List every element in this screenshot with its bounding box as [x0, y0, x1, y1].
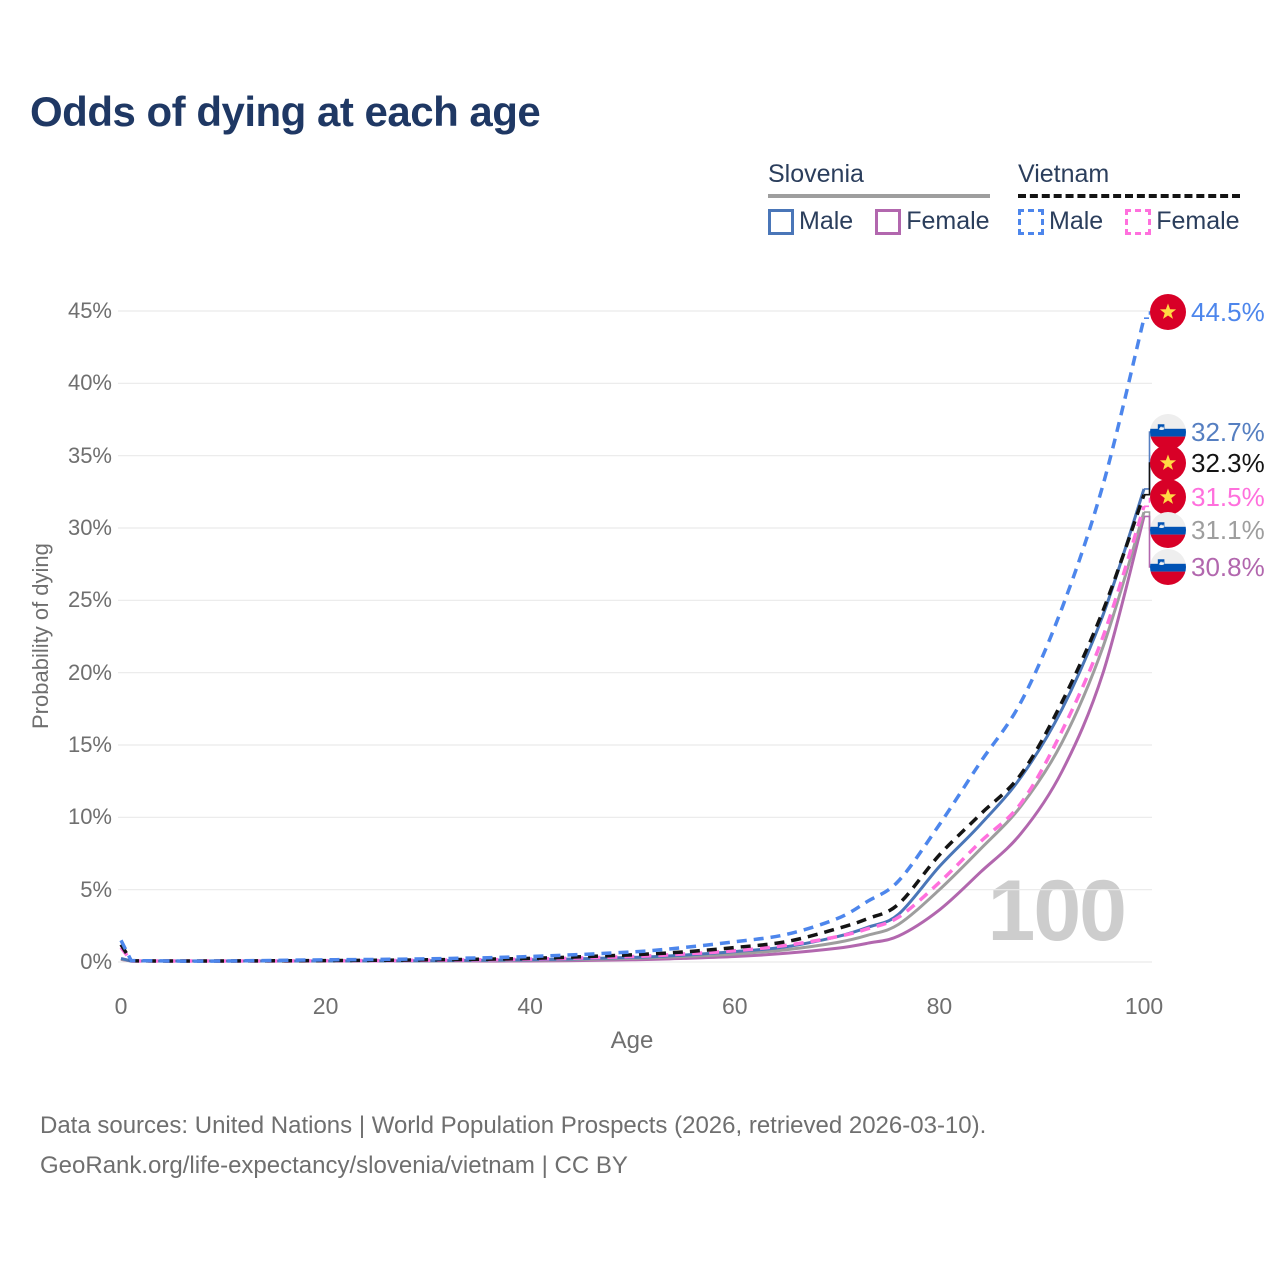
- footer: Data sources: United Nations | World Pop…: [40, 1106, 986, 1186]
- legend-swatch-icon: [875, 208, 902, 235]
- x-tick-label: 60: [722, 993, 748, 1019]
- end-label: 32.7%: [1150, 414, 1265, 450]
- series-line-vietnam-both: [119, 494, 1146, 963]
- series-line-vietnam-female: [119, 505, 1146, 963]
- legend-item-slovenia-female: Female: [875, 207, 990, 236]
- legend-item-vietnam-male: Male: [1018, 207, 1103, 236]
- legend-item-label: Male: [1049, 207, 1104, 235]
- series-line-slovenia-female: [120, 516, 1146, 963]
- legend-group-title: Slovenia: [768, 160, 864, 188]
- y-tick-label: 45%: [67, 297, 112, 323]
- y-tick-label: 5%: [80, 876, 112, 902]
- legend-swatch-icon: [1018, 208, 1044, 235]
- legend-item-vietnam-female: Female: [1125, 207, 1240, 236]
- y-tick-label: 30%: [67, 514, 112, 540]
- y-tick-label: 15%: [67, 731, 112, 757]
- age-watermark: 100: [987, 863, 1127, 959]
- x-tick-label: 80: [926, 993, 953, 1019]
- end-label-value: 31.5%: [1191, 481, 1265, 512]
- x-tick-label: 0: [114, 993, 128, 1019]
- end-label-value: 31.1%: [1191, 514, 1265, 545]
- end-label-value: 32.3%: [1191, 447, 1265, 478]
- end-label: 30.8%: [1150, 549, 1265, 585]
- end-label: 32.3%: [1150, 445, 1265, 481]
- x-axis-title: Age: [610, 1027, 654, 1054]
- x-tick-label: 40: [517, 993, 543, 1019]
- legend-swatch-icon: [768, 208, 794, 235]
- legend-item-slovenia-male: Male: [768, 207, 853, 236]
- vietnam-flag-icon: [1150, 294, 1186, 330]
- legend-item-label: Female: [906, 207, 990, 235]
- x-tick-label: 100: [1124, 993, 1164, 1019]
- legend-group-underline: [1018, 194, 1240, 198]
- end-label-connector: [1144, 496, 1154, 508]
- x-tick-label: 20: [312, 993, 339, 1019]
- y-tick-label: 0%: [80, 949, 112, 974]
- legend-item-label: Female: [1156, 207, 1240, 235]
- slovenia-flag-icon: [1150, 414, 1186, 450]
- y-tick-label: 10%: [67, 804, 112, 830]
- end-label-value: 32.7%: [1191, 416, 1265, 447]
- page-title: Odds of dying at each age: [30, 88, 541, 135]
- end-label: 31.1%: [1150, 512, 1265, 548]
- y-tick-label: 20%: [67, 659, 112, 685]
- vietnam-flag-icon: [1150, 479, 1186, 515]
- legend-group-slovenia: Slovenia Male Female: [768, 160, 990, 236]
- footer-source-line: Data sources: United Nations | World Pop…: [40, 1112, 987, 1139]
- legend-swatch-icon: [1125, 208, 1152, 235]
- vietnam-flag-icon: [1150, 445, 1186, 481]
- slovenia-flag-icon: [1150, 549, 1186, 585]
- end-label-value: 44.5%: [1191, 296, 1265, 327]
- series-line-slovenia-both: [120, 511, 1146, 963]
- y-tick-label: 35%: [67, 442, 112, 468]
- legend-item-label: Male: [799, 207, 854, 235]
- footer-license-line: GeoRank.org/life-expectancy/slovenia/vie…: [40, 1152, 628, 1179]
- slovenia-flag-icon: [1150, 512, 1186, 548]
- end-label: 44.5%: [1150, 294, 1265, 330]
- end-label: 31.5%: [1150, 479, 1265, 515]
- legend-group-title: Vietnam: [1018, 160, 1110, 188]
- legend-group-underline: [768, 194, 990, 198]
- y-tick-label: 40%: [67, 370, 112, 396]
- end-label-value: 30.8%: [1191, 551, 1265, 582]
- y-tick-label: 25%: [67, 587, 112, 613]
- legend-group-vietnam: Vietnam Male Female: [1018, 160, 1240, 236]
- series-line-vietnam-male: [119, 317, 1146, 963]
